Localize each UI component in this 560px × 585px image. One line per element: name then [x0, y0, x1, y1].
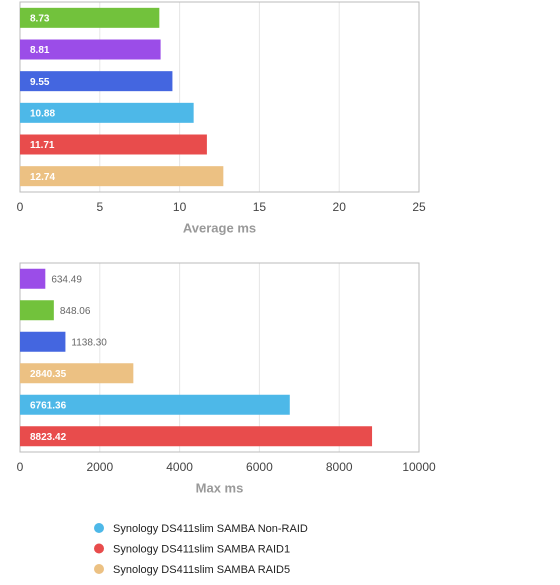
x-axis-label: Max ms: [196, 480, 244, 495]
value-label: 1138.30: [71, 337, 107, 348]
x-axis-label: Average ms: [183, 220, 256, 235]
bar: [20, 7, 160, 28]
x-tick-label: 10000: [402, 460, 436, 474]
x-tick-label: 15: [253, 200, 267, 214]
legend-label: Synology DS411slim SAMBA Non-RAID: [113, 523, 308, 535]
value-label: 848.06: [60, 306, 91, 317]
bar: [20, 300, 54, 321]
value-label: 8.73: [30, 13, 50, 24]
legend-marker: [94, 543, 104, 554]
bar: [20, 394, 290, 415]
value-label: 2840.35: [30, 369, 67, 380]
value-label: 8823.42: [30, 432, 67, 443]
legend-marker: [94, 523, 104, 533]
value-label: 12.74: [30, 172, 55, 183]
bar: [20, 166, 224, 187]
bar: [20, 39, 161, 60]
bar: [20, 102, 194, 123]
plot-frame: [19, 262, 420, 453]
bar: [20, 71, 173, 92]
value-label: 9.55: [30, 77, 50, 88]
legend-label: Synology DS411slim SAMBA RAID1: [113, 543, 290, 555]
bar: [20, 331, 66, 352]
plot-frame: [19, 1, 420, 193]
bar: [20, 363, 134, 384]
x-tick-label: 0: [17, 460, 24, 474]
x-tick-label: 5: [96, 200, 103, 214]
bar: [20, 426, 373, 447]
x-tick-label: 4000: [166, 460, 193, 474]
legend-marker: [94, 564, 104, 574]
legend-label: Synology DS411slim SAMBA RAID5: [113, 564, 290, 576]
bar: [20, 268, 46, 289]
x-tick-label: 8000: [326, 460, 353, 474]
x-tick-label: 2000: [86, 460, 113, 474]
value-label: 11.71: [30, 140, 55, 151]
value-label: 6761.36: [30, 400, 67, 411]
x-tick-label: 6000: [246, 460, 273, 474]
bar: [20, 134, 207, 155]
x-tick-label: 25: [412, 200, 426, 214]
value-label: 8.81: [30, 45, 50, 56]
x-tick-label: 0: [17, 200, 24, 214]
x-tick-label: 10: [173, 200, 187, 214]
x-tick-label: 20: [333, 200, 347, 214]
value-label: 10.88: [30, 108, 55, 119]
value-label: 634.49: [51, 274, 82, 285]
